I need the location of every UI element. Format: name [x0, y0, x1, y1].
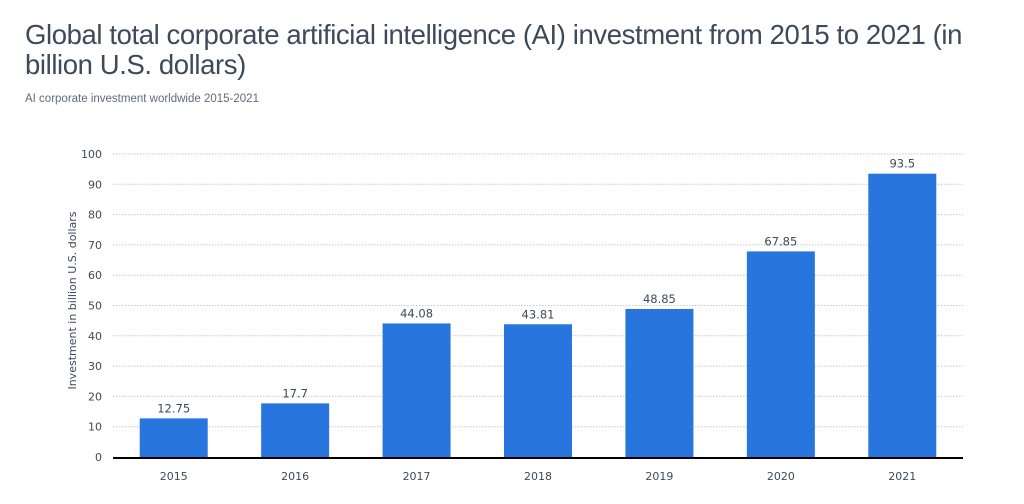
x-tick-label: 2021	[888, 470, 916, 483]
x-tick-label: 2018	[524, 470, 552, 483]
y-tick-label: 0	[95, 451, 102, 464]
y-axis-ticks: 0 10 20 30 40 50 60 70 80 90 100	[81, 148, 102, 464]
bar-2020	[746, 251, 815, 457]
y-tick-label: 100	[81, 148, 102, 161]
bar-2016	[261, 403, 330, 457]
x-tick-label: 2015	[160, 470, 188, 483]
y-tick-label: 70	[88, 239, 102, 252]
y-tick-label: 30	[88, 360, 102, 373]
data-label: 44.08	[400, 306, 433, 320]
chart-subtitle: AI corporate investment worldwide 2015-2…	[25, 93, 259, 105]
y-tick-label: 50	[88, 300, 102, 313]
y-tick-label: 90	[88, 178, 102, 191]
bar-2015	[139, 418, 208, 457]
y-tick-label: 60	[88, 269, 102, 282]
x-tick-label: 2019	[645, 470, 673, 483]
bar-2017	[382, 323, 451, 457]
data-label: 12.75	[157, 401, 190, 415]
x-tick-label: 2017	[403, 470, 431, 483]
bar-2019	[625, 308, 694, 457]
y-tick-label: 80	[88, 209, 102, 222]
data-label: 48.85	[643, 292, 676, 306]
x-axis-ticks: 2015 2016 2017 2018 2019 2020 2021	[160, 470, 917, 483]
y-tick-label: 40	[88, 330, 102, 343]
bar-2021	[868, 173, 937, 457]
chart-title: Global total corporate artificial intell…	[25, 19, 963, 80]
gridlines	[113, 153, 963, 428]
bars	[139, 173, 937, 457]
y-tick-label: 10	[88, 421, 102, 434]
data-label: 67.85	[764, 234, 797, 248]
x-tick-label: 2020	[767, 470, 795, 483]
y-tick-label: 20	[88, 390, 102, 403]
data-label: 93.5	[889, 157, 915, 171]
data-label: 43.81	[522, 307, 555, 321]
data-labels: 12.75 17.7 44.08 43.81 48.85 67.85 93.5	[157, 157, 915, 416]
data-label: 17.7	[282, 386, 308, 400]
x-tick-label: 2016	[281, 470, 309, 483]
bar-2018	[504, 324, 572, 457]
y-axis-label: Investment in billion U.S. dollars	[66, 211, 79, 389]
